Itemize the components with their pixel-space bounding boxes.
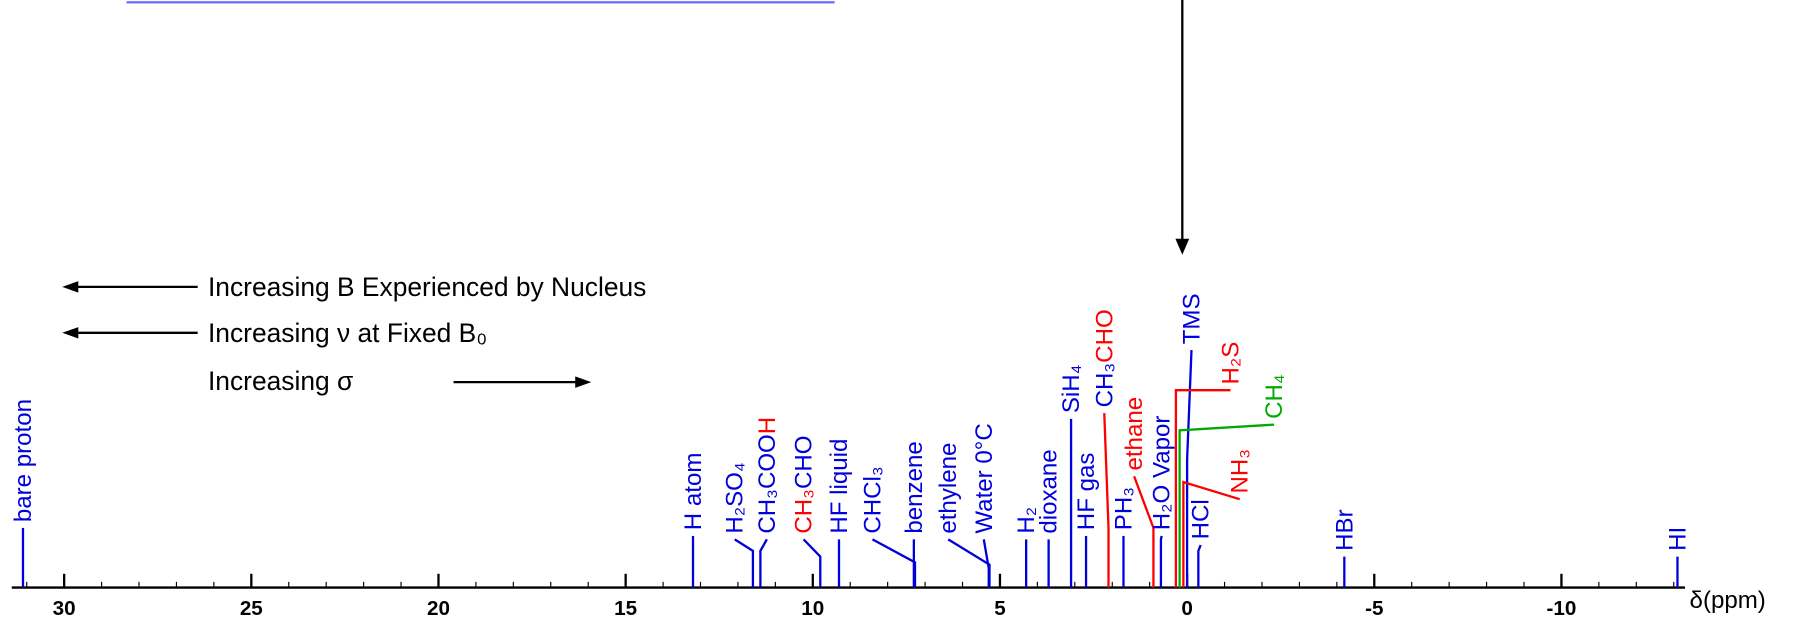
peak-label: ethylene	[935, 443, 962, 534]
label-part: H atom	[680, 453, 707, 531]
label-part: SiH₄	[1058, 364, 1085, 413]
label-part: HF gas	[1073, 453, 1100, 531]
stem	[871, 538, 917, 588]
label-part: HBr	[1331, 509, 1358, 550]
x-tick-label: 5	[994, 597, 1005, 620]
stem	[1174, 389, 1231, 588]
label-part: CH₃	[1091, 363, 1118, 408]
stem	[1197, 544, 1202, 588]
label-part: ethane	[1121, 397, 1148, 471]
label-part: CHO	[1091, 309, 1118, 363]
stem	[734, 538, 755, 588]
peak-label: H₂	[1013, 507, 1040, 534]
peak-label: dioxane	[1035, 449, 1062, 533]
label-part: HCl	[1187, 499, 1214, 539]
arrow-head	[575, 376, 592, 388]
label-part: CH₄	[1261, 374, 1288, 419]
peak-label: CHCl₃	[859, 466, 886, 533]
peak-label: HF gas	[1073, 453, 1100, 531]
stem	[982, 539, 990, 588]
annotation: Increasing σ	[208, 366, 353, 396]
stem	[947, 538, 991, 588]
label-part: HF liquid	[826, 439, 853, 534]
peak-label: CH₄	[1261, 374, 1288, 419]
annotation: Increasing B Experienced by Nucleus	[208, 272, 646, 302]
peak-label: HF liquid	[826, 439, 853, 534]
peak-label: H₂SO₄	[721, 462, 748, 533]
peak-label: H₂O Vapor	[1148, 416, 1175, 531]
peak-label: bare proton	[9, 399, 36, 522]
peak-label: Water 0°C	[970, 423, 997, 533]
x-tick-label: 15	[614, 597, 637, 620]
annotation: Increasing ν at Fixed B₀	[208, 318, 487, 348]
arrow-head	[62, 327, 79, 339]
x-tick-label: 30	[53, 597, 76, 620]
peak-label: TMS	[1178, 293, 1205, 344]
peak-label: HI	[1664, 527, 1691, 551]
label-part: CHCl₃	[859, 466, 886, 533]
stem	[1178, 423, 1275, 588]
x-tick-label: 25	[240, 597, 263, 620]
label-part: CHO	[790, 436, 817, 490]
label-part: CH₃	[790, 489, 817, 534]
peak-label: CH₃CHO	[790, 436, 817, 534]
peak-label: SiH₄	[1058, 364, 1085, 413]
peak-label: benzene	[900, 441, 927, 533]
stem	[802, 538, 822, 588]
label-part: benzene	[900, 441, 927, 533]
stem	[1182, 480, 1241, 588]
label-part: H₂	[1013, 507, 1040, 534]
stem	[1103, 413, 1110, 588]
label-part: dioxane	[1035, 449, 1062, 533]
x-tick-label: -10	[1547, 597, 1577, 620]
label-part: CH₃COO	[753, 434, 780, 533]
stem	[759, 538, 768, 588]
x-tick-label: -5	[1365, 597, 1383, 620]
label-part: H	[753, 417, 780, 434]
stem	[1133, 475, 1155, 588]
peak-label: HCl	[1187, 499, 1214, 539]
peak-label: PH₃	[1110, 487, 1137, 530]
label-part: ethylene	[935, 443, 962, 534]
label-part: TMS	[1178, 293, 1205, 344]
x-tick-label: 10	[801, 597, 824, 620]
peak-label: H atom	[680, 453, 707, 531]
pointer-arrow-head	[1175, 238, 1190, 255]
x-tick-label: 20	[427, 597, 450, 620]
stem	[1159, 535, 1163, 588]
peak-label: CH₃CHO	[1091, 309, 1118, 407]
label-part: PH₃	[1110, 487, 1137, 530]
label-part: Water 0°C	[970, 423, 997, 533]
stem	[1185, 349, 1193, 588]
peak-label: H₂S	[1217, 342, 1244, 385]
peak-label: CH₃COOH	[753, 417, 780, 534]
x-tick-label: 0	[1181, 597, 1192, 620]
label-part: H₂O Vapor	[1148, 416, 1175, 531]
peak-label: NH₃	[1226, 449, 1253, 494]
label-part: HI	[1664, 527, 1691, 551]
label-part: NH₃	[1226, 449, 1253, 494]
x-axis-label: δ(ppm)	[1690, 587, 1766, 614]
peak-label: HBr	[1331, 509, 1358, 550]
peak-label: ethane	[1121, 397, 1148, 471]
label-part: bare proton	[9, 399, 36, 522]
arrow-head	[62, 281, 79, 293]
label-part: H₂SO₄	[721, 462, 748, 533]
label-part: H₂S	[1217, 342, 1244, 385]
